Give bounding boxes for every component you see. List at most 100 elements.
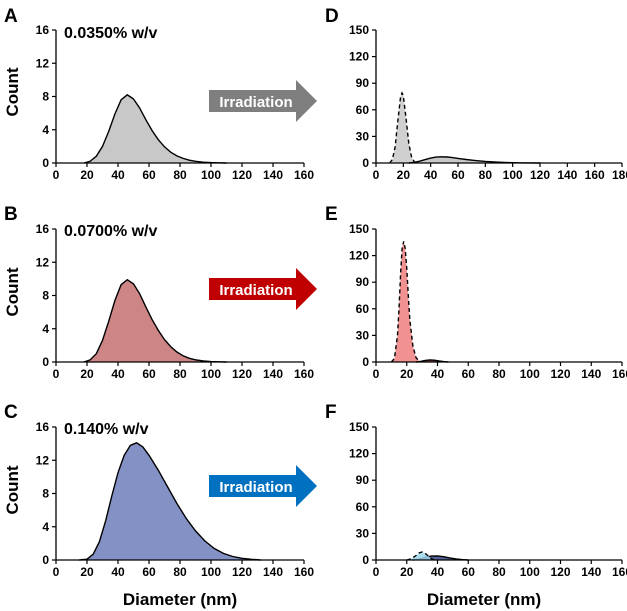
x-tick-label: 40 (424, 168, 438, 182)
x-tick-label: 20 (80, 565, 94, 579)
series-fill-d-0 (389, 93, 417, 163)
y-tick-label: 16 (36, 222, 50, 236)
y-tick-label: 120 (349, 249, 369, 263)
x-tick-label: 160 (612, 367, 627, 381)
chart-panel-b: 0 20 40 60 80 100 120 140 160 0 4 8 12 16 (36, 222, 315, 381)
y-tick-label: 90 (356, 275, 370, 289)
series-line-a-0 (83, 93, 227, 164)
x-tick-label: 100 (201, 367, 221, 381)
y-tick-label: 4 (42, 123, 49, 137)
series-fill-e-0 (391, 241, 423, 362)
series-line-d-0 (389, 91, 418, 164)
y-tick-label: 8 (42, 289, 49, 303)
panel-letter-a: A (4, 6, 18, 27)
series-fill-b-0 (83, 279, 227, 362)
x-tick-label: 160 (294, 168, 314, 182)
x-tick-label: 100 (201, 168, 221, 182)
series-line-e-0 (390, 241, 423, 363)
x-tick-label: 80 (492, 367, 506, 381)
x-tick-label: 160 (294, 367, 314, 381)
irradiation-arrow-2: Irradiation (209, 268, 317, 310)
panel-letter-f: F (325, 402, 337, 423)
y-tick-label: 12 (36, 255, 50, 269)
y-tick-label: 0 (362, 355, 369, 369)
y-tick-label: 0 (42, 156, 49, 170)
series-fill-f-1 (406, 552, 435, 560)
chart-panel-a: 0 20 40 60 80 100 120 140 160 0 4 8 12 16 (36, 23, 315, 182)
x-tick-label: 0 (373, 367, 380, 381)
x-tick-label: 120 (232, 168, 252, 182)
concentration-label-b: 0.0700% w/v (64, 223, 158, 240)
irradiation-label-1: Irradiation (219, 94, 292, 111)
x-tick-label: 160 (585, 168, 605, 182)
x-tick-label: 140 (581, 367, 601, 381)
concentration-label-c: 0.140% w/v (64, 421, 149, 438)
irradiation-arrow-1: Irradiation (209, 80, 317, 122)
x-tick-label: 40 (431, 367, 445, 381)
x-tick-label: 20 (400, 565, 414, 579)
x-tick-label: 100 (520, 367, 540, 381)
x-tick-label: 140 (581, 565, 601, 579)
y-axis-label-c: Count (3, 465, 22, 514)
x-tick-label: 100 (503, 168, 523, 182)
y-tick-label: 60 (356, 500, 370, 514)
y-tick-label: 12 (36, 453, 50, 467)
x-axis-label-right: Diameter (nm) (427, 590, 541, 609)
y-tick-label: 16 (36, 23, 50, 37)
x-tick-label: 20 (397, 168, 411, 182)
x-tick-label: 20 (400, 367, 414, 381)
x-tick-label: 0 (53, 565, 60, 579)
x-tick-label: 60 (451, 168, 465, 182)
y-tick-label: 0 (42, 553, 49, 567)
x-tick-label: 140 (557, 168, 577, 182)
x-tick-label: 120 (550, 367, 570, 381)
x-tick-label: 0 (53, 367, 60, 381)
y-tick-label: 30 (356, 526, 370, 540)
y-tick-label: 90 (356, 473, 370, 487)
y-axis-label-a: Count (3, 67, 22, 116)
x-tick-label: 0 (373, 168, 380, 182)
x-tick-label: 0 (53, 168, 60, 182)
x-tick-label: 100 (201, 565, 221, 579)
x-tick-label: 80 (479, 168, 493, 182)
x-tick-label: 160 (612, 565, 627, 579)
x-tick-label: 80 (492, 565, 506, 579)
x-tick-label: 60 (142, 367, 156, 381)
x-tick-label: 140 (263, 367, 283, 381)
y-tick-label: 150 (349, 222, 369, 236)
y-tick-label: 0 (362, 156, 369, 170)
x-tick-label: 40 (431, 565, 445, 579)
x-tick-label: 80 (173, 168, 187, 182)
chart-panel-d: 0 20 40 60 80 100 120 140 160 180 0 30 60 90 120 150 (349, 23, 627, 182)
x-tick-label: 40 (111, 565, 125, 579)
y-tick-label: 30 (356, 328, 370, 342)
series-fill-c-0 (79, 442, 261, 560)
x-tick-label: 120 (232, 367, 252, 381)
x-tick-label: 180 (612, 168, 627, 182)
x-tick-label: 120 (530, 168, 550, 182)
y-tick-label: 30 (356, 129, 370, 143)
y-tick-label: 120 (349, 447, 369, 461)
x-tick-label: 120 (550, 565, 570, 579)
x-tick-label: 100 (520, 565, 540, 579)
y-tick-label: 90 (356, 76, 370, 90)
series-fill-a-0 (83, 94, 227, 163)
irradiation-label-2: Irradiation (219, 282, 292, 299)
x-tick-label: 60 (142, 168, 156, 182)
irradiation-label-3: Irradiation (219, 479, 292, 496)
concentration-label-a: 0.0350% w/v (64, 25, 158, 42)
y-tick-label: 16 (36, 420, 50, 434)
y-tick-label: 60 (356, 302, 370, 316)
panel-letter-c: C (4, 402, 18, 423)
x-tick-label: 140 (263, 168, 283, 182)
chart-panel-c: 0 20 40 60 80 100 120 140 160 0 4 8 12 16 (36, 420, 315, 579)
x-tick-label: 0 (373, 565, 380, 579)
x-tick-label: 20 (80, 168, 94, 182)
panel-letter-b: B (4, 204, 18, 225)
chart-panel-f: 0 20 40 60 80 100 120 140 160 0 30 60 90 120 150 (349, 420, 627, 579)
y-axis-label-b: Count (3, 267, 22, 316)
y-tick-label: 120 (349, 50, 369, 64)
x-tick-label: 120 (232, 565, 252, 579)
y-tick-label: 150 (349, 420, 369, 434)
